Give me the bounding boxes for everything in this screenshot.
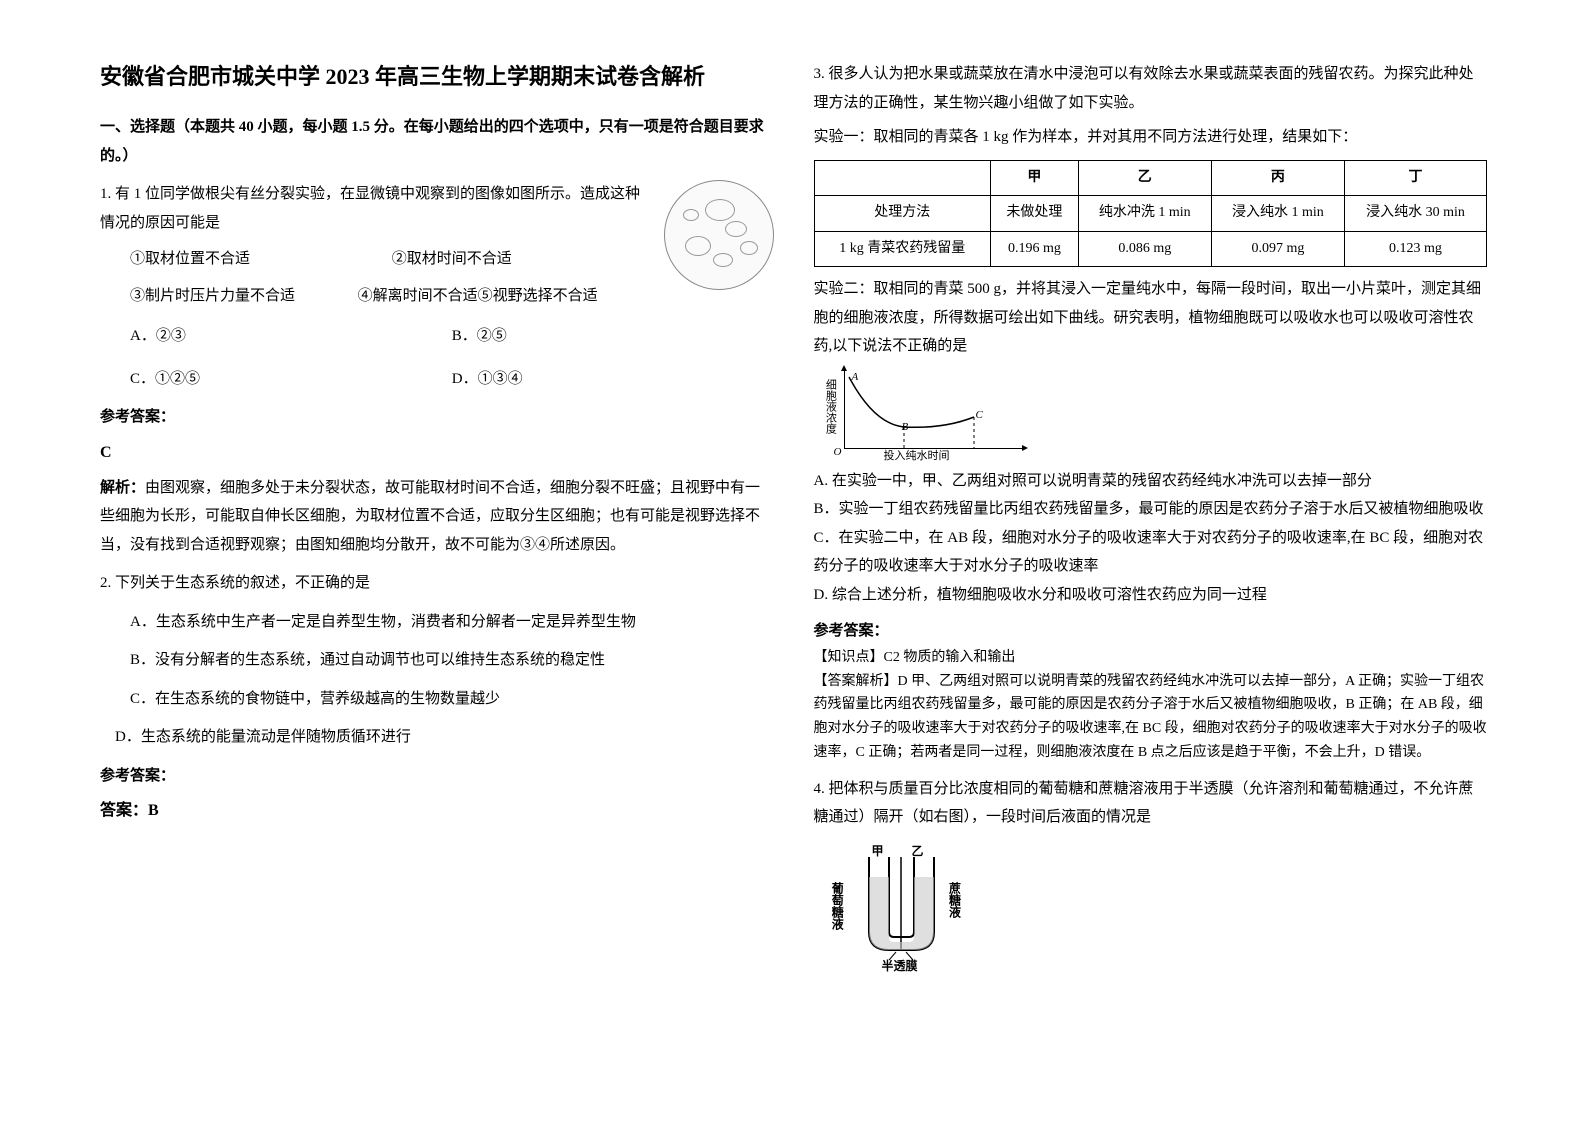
- q1-answer-label: 参考答案：: [100, 403, 774, 432]
- q3-answer-label: 参考答案：: [814, 617, 1488, 646]
- chart-origin: O: [834, 442, 842, 463]
- q3-opt-b: B．实验一丁组农药残留量比丙组农药残留量多，最可能的原因是农药分子溶于水后又被植…: [814, 495, 1488, 524]
- q1-cond-1: ①取材位置不合适: [130, 245, 392, 274]
- q1-stem: 1. 有 1 位同学做根尖有丝分裂实验，在显微镜中观察到的图像如图所示。造成这种…: [100, 180, 654, 237]
- th: 甲: [991, 160, 1079, 196]
- td: 浸入纯水 1 min: [1211, 196, 1344, 232]
- q3-explanation: 【答案解析】D 甲、乙两组对照可以说明青菜的残留农药经纯水冲洗可以去掉一部分，A…: [814, 670, 1488, 765]
- chart-y-label: 细胞液浓度: [820, 379, 841, 434]
- q3-table: 甲 乙 丙 丁 处理方法 未做处理 纯水冲洗 1 min 浸入纯水 1 min …: [814, 160, 1488, 268]
- q3-exp2: 实验二：取相同的青菜 500 g，并将其浸入一定量纯水中，每隔一段时间，取出一小…: [814, 275, 1488, 361]
- microscope-image: [664, 180, 774, 290]
- question-3: 3. 很多人认为把水果或蔬菜放在清水中浸泡可以有效除去水果或蔬菜表面的残留农药。…: [814, 60, 1488, 765]
- q1-opt-b: B．②⑤: [452, 322, 774, 351]
- q3-opt-c: C．在实验二中，在 AB 段，细胞对水分子的吸收速率大于对农药分子的吸收速率,在…: [814, 524, 1488, 581]
- th: [814, 160, 991, 196]
- q1-cond-3: ③制片时压片力量不合适: [130, 282, 358, 311]
- td: 1 kg 青菜农药残留量: [814, 231, 991, 267]
- td: 0.196 mg: [991, 231, 1079, 267]
- q2-answer: 答案：B: [100, 796, 774, 826]
- question-1: 1. 有 1 位同学做根尖有丝分裂实验，在显微镜中观察到的图像如图所示。造成这种…: [100, 180, 774, 559]
- td: 未做处理: [991, 196, 1079, 232]
- q2-opt-a: A．生态系统中生产者一定是自养型生物，消费者和分解者一定是异养型生物: [100, 608, 774, 637]
- u-label-left: 葡萄糖液: [826, 882, 849, 930]
- u-label-top-left: 甲: [872, 840, 884, 863]
- q1-exp-text: 由图观察，细胞多处于未分裂状态，故可能取材时间不合适，细胞分裂不旺盛；且视野中有…: [100, 480, 760, 553]
- td: 纯水冲洗 1 min: [1078, 196, 1211, 232]
- th: 丁: [1344, 160, 1486, 196]
- q3-exp1: 实验一：取相同的青菜各 1 kg 作为样本，并对其用不同方法进行处理，结果如下：: [814, 123, 1488, 152]
- chart-pt-b: B: [902, 417, 909, 438]
- table-row: 1 kg 青菜农药残留量 0.196 mg 0.086 mg 0.097 mg …: [814, 231, 1487, 267]
- q2-opt-d: D．生态系统的能量流动是伴随物质循环进行: [100, 723, 774, 752]
- q1-opt-d: D．①③④: [452, 365, 774, 394]
- td: 0.123 mg: [1344, 231, 1486, 267]
- chart-x-label: 投入纯水时间: [884, 446, 950, 467]
- th: 丙: [1211, 160, 1344, 196]
- table-row: 处理方法 未做处理 纯水冲洗 1 min 浸入纯水 1 min 浸入纯水 30 …: [814, 196, 1487, 232]
- q1-opt-a: A．②③: [130, 322, 452, 351]
- left-column: 安徽省合肥市城关中学 2023 年高三生物上学期期末试卷含解析 一、选择题（本题…: [80, 60, 794, 1062]
- q2-stem: 2. 下列关于生态系统的叙述，不正确的是: [100, 569, 774, 598]
- td: 0.086 mg: [1078, 231, 1211, 267]
- th: 乙: [1078, 160, 1211, 196]
- chart-pt-a: A: [852, 367, 859, 388]
- q1-cond-4: ④解离时间不合适⑤视野选择不合适: [358, 282, 654, 311]
- q1-cond-2: ②取材时间不合适: [392, 245, 654, 274]
- q3-exp-label: 【答案解析】: [814, 674, 898, 689]
- q3-chart: 细胞液浓度 O 投入纯水时间 A B C: [824, 369, 1024, 459]
- td: 浸入纯水 30 min: [1344, 196, 1486, 232]
- q2-opt-b: B．没有分解者的生态系统，通过自动调节也可以维持生态系统的稳定性: [100, 646, 774, 675]
- q2-answer-label: 参考答案：: [100, 762, 774, 791]
- table-row: 甲 乙 丙 丁: [814, 160, 1487, 196]
- u-label-right: 蔗糖液: [943, 882, 966, 918]
- u-tube-diagram: 甲 乙 葡萄糖液 蔗糖液 半透膜: [834, 842, 984, 972]
- doc-title: 安徽省合肥市城关中学 2023 年高三生物上学期期末试卷含解析: [100, 60, 774, 93]
- q3-opt-a: A. 在实验一中，甲、乙两组对照可以说明青菜的残留农药经纯水冲洗可以去掉一部分: [814, 467, 1488, 496]
- q2-opt-c: C．在生态系统的食物链中，营养级越高的生物数量越少: [100, 685, 774, 714]
- chart-pt-c: C: [976, 405, 983, 426]
- q1-exp-label: 解析：: [100, 480, 145, 496]
- question-2: 2. 下列关于生态系统的叙述，不正确的是 A．生态系统中生产者一定是自养型生物，…: [100, 569, 774, 826]
- q3-opt-d: D. 综合上述分析，植物细胞吸收水分和吸收可溶性农药应为同一过程: [814, 581, 1488, 610]
- q1-answer: C: [100, 438, 774, 468]
- section-1-header: 一、选择题（本题共 40 小题，每小题 1.5 分。在每小题给出的四个选项中，只…: [100, 113, 774, 170]
- q4-stem: 4. 把体积与质量百分比浓度相同的葡萄糖和蔗糖溶液用于半透膜（允许溶剂和葡萄糖通…: [814, 775, 1488, 832]
- right-column: 3. 很多人认为把水果或蔬菜放在清水中浸泡可以有效除去水果或蔬菜表面的残留农药。…: [794, 60, 1508, 1062]
- u-label-bottom: 半透膜: [882, 955, 918, 978]
- q1-opt-c: C．①②⑤: [130, 365, 452, 394]
- q3-exp-text: D 甲、乙两组对照可以说明青菜的残留农药经纯水冲洗可以去掉一部分，A 正确；实验…: [814, 674, 1487, 760]
- td: 处理方法: [814, 196, 991, 232]
- q1-explanation: 解析：由图观察，细胞多处于未分裂状态，故可能取材时间不合适，细胞分裂不旺盛；且视…: [100, 474, 774, 560]
- u-label-top-right: 乙: [912, 840, 924, 863]
- question-4: 4. 把体积与质量百分比浓度相同的葡萄糖和蔗糖溶液用于半透膜（允许溶剂和葡萄糖通…: [814, 775, 1488, 972]
- td: 0.097 mg: [1211, 231, 1344, 267]
- q3-kp: 【知识点】C2 物质的输入和输出: [814, 646, 1488, 670]
- q3-stem: 3. 很多人认为把水果或蔬菜放在清水中浸泡可以有效除去水果或蔬菜表面的残留农药。…: [814, 60, 1488, 117]
